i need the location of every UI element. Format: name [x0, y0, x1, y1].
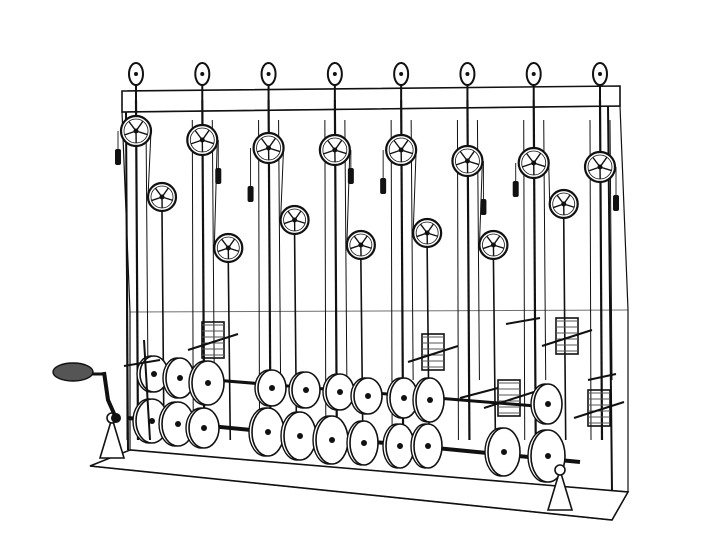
cord: [344, 119, 348, 381]
upper-wheel: [385, 133, 418, 167]
top-pulley: [260, 62, 277, 100]
rod: [227, 261, 232, 441]
crank-handle: [52, 362, 94, 382]
top-pulley: [393, 62, 410, 100]
upper-wheel: [252, 131, 285, 165]
cord: [145, 119, 149, 381]
top-pulley: [194, 62, 211, 100]
top-pulley: [525, 62, 542, 100]
top-pulley: [459, 62, 476, 100]
lever-3: [505, 317, 541, 325]
top-pulley: [128, 62, 144, 100]
rod: [293, 233, 298, 441]
drive-shaft-assembly: [98, 317, 625, 511]
cord: [412, 149, 417, 234]
upper-wheel: [186, 123, 219, 157]
hand-crank: [52, 362, 121, 423]
upper-disc-5: [288, 371, 321, 409]
cord: [280, 147, 285, 221]
lower-wheel: [412, 217, 443, 249]
cord: [147, 130, 152, 198]
counterweight: [115, 149, 121, 165]
top-pulley: [326, 62, 343, 100]
rod: [161, 210, 165, 441]
pulley-column-6: [451, 62, 509, 441]
counterweight: [613, 195, 619, 211]
rod: [492, 258, 497, 441]
top-beam: [121, 85, 621, 113]
counterweight: [215, 168, 222, 184]
counterweight: [380, 178, 387, 194]
lower-wheel: [146, 181, 178, 213]
pulley-column-2: [186, 62, 244, 441]
cord: [548, 162, 551, 205]
cord: [410, 119, 414, 381]
lever-1: [123, 359, 161, 367]
upper-disc-4: [254, 369, 287, 407]
counterweight: [512, 181, 519, 197]
pulley-column-8: [583, 62, 619, 441]
lower-disc-10: [484, 427, 521, 477]
gear-mechanism-5: [573, 389, 625, 427]
lower-disc-6: [312, 415, 349, 465]
upper-disc-6: [322, 373, 355, 411]
upper-disc-7: [350, 377, 383, 415]
rod: [562, 217, 567, 441]
lever-5: [143, 339, 151, 441]
lever-2: [459, 387, 499, 399]
lower-disc-4: [248, 407, 285, 457]
upper-disc-10: [530, 383, 563, 425]
upper-disc-2: [162, 357, 195, 399]
counterweight: [247, 186, 254, 202]
gear-mechanism-2: [407, 333, 459, 371]
upper-wheel: [583, 150, 617, 184]
crank-hub: [111, 413, 121, 423]
cord: [278, 119, 282, 381]
lower-disc-8: [382, 423, 415, 469]
cord: [213, 139, 218, 249]
lower-disc-9: [410, 423, 443, 469]
lower-wheel: [548, 188, 579, 220]
upper-disc-9: [412, 377, 445, 423]
lower-disc-5: [280, 411, 317, 461]
lower-wheel: [478, 229, 509, 261]
lower-disc-11: [527, 429, 566, 483]
counterweight: [480, 199, 487, 215]
cord: [346, 149, 351, 246]
pulley-column-7: [512, 62, 579, 441]
gear-mechanism-4: [541, 317, 593, 355]
lower-disc-2: [158, 401, 195, 447]
lower-wheel: [279, 204, 310, 236]
upper-wheel: [318, 133, 351, 167]
upper-wheel: [119, 114, 153, 148]
top-pulley: [592, 62, 608, 100]
lower-wheel: [345, 229, 376, 261]
shaft-stand-2: [546, 464, 574, 511]
lower-disc-7: [346, 420, 379, 466]
gear-mechanism-3: [483, 379, 535, 417]
counterweight: [347, 168, 354, 184]
cord: [125, 119, 128, 441]
lever-4: [587, 373, 617, 381]
upper-wheel: [517, 146, 550, 180]
upper-disc-8: [386, 377, 419, 419]
upper-disc-3: [188, 360, 225, 406]
pulley-column-1: [115, 62, 178, 441]
lower-disc-3: [185, 407, 220, 449]
lower-wheel: [213, 232, 244, 264]
gear-mechanism-1: [187, 321, 239, 359]
crank-arm: [102, 371, 118, 419]
rod: [134, 99, 140, 441]
upper-wheel: [451, 144, 484, 178]
